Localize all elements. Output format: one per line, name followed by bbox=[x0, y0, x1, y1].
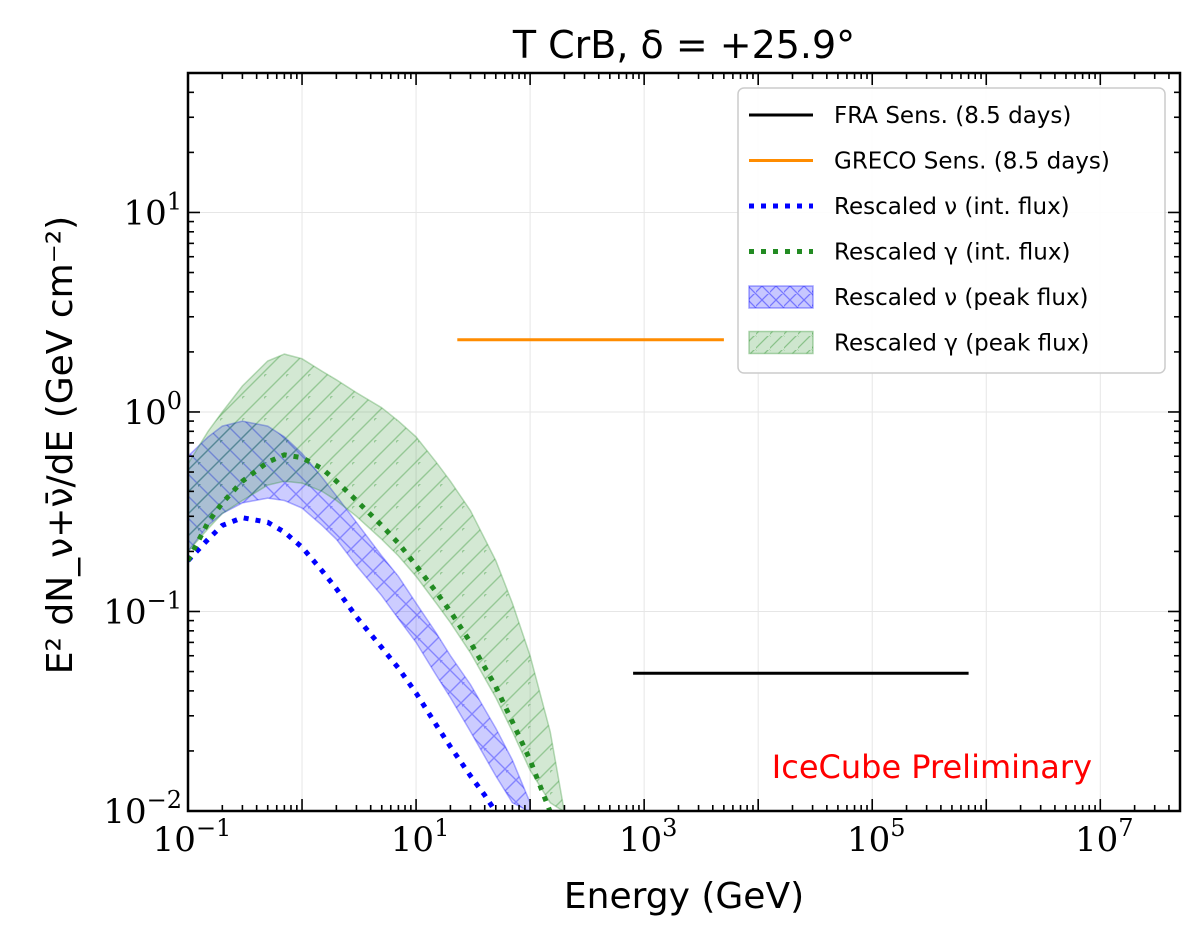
legend-box bbox=[737, 87, 1166, 374]
legend-item-rescaled-int-flux: Rescaled γ (int. flux) bbox=[749, 240, 1070, 266]
legend-swatch-hatch bbox=[749, 286, 813, 308]
x-tick-label: 10−1 bbox=[153, 814, 232, 860]
y-tick-label: 100 bbox=[123, 387, 182, 433]
legend-label: FRA Sens. (8.5 days) bbox=[834, 103, 1071, 129]
series-rescaled-int-flux bbox=[188, 452, 553, 811]
legend-item-rescaled-int-flux: Rescaled ν (int. flux) bbox=[749, 194, 1070, 220]
plot-frame bbox=[186, 71, 1182, 813]
x-axis-label: Energy (GeV) bbox=[564, 876, 804, 917]
y-axis-label: E² dN_ν+ν̄/dE (GeV cm⁻²) bbox=[40, 216, 81, 674]
legend-label: Rescaled ν (int. flux) bbox=[834, 194, 1070, 220]
y-tick-labels: 10−2 10−1 100 101 bbox=[103, 187, 182, 832]
x-tick-label: 107 bbox=[1075, 814, 1134, 860]
band-hatch-rescaled-peak-flux bbox=[188, 354, 565, 811]
y-tick-label: 10−2 bbox=[103, 786, 182, 832]
legend-item-rescaled-peak-flux: Rescaled ν (peak flux) bbox=[748, 285, 1089, 311]
x-tick-label: 105 bbox=[847, 814, 906, 860]
legend-label: Rescaled γ (int. flux) bbox=[834, 240, 1070, 266]
x-tick-labels: 10−1 101 103 105 107 bbox=[153, 814, 1134, 860]
legend-label: Rescaled γ (peak flux) bbox=[834, 331, 1089, 357]
legend: FRA Sens. (8.5 days) GRECO Sens. (8.5 day… bbox=[737, 87, 1166, 374]
legend-label: GRECO Sens. (8.5 days) bbox=[834, 149, 1110, 175]
chart-title: T CrB, δ = +25.9° bbox=[512, 23, 855, 67]
icecube-preliminary-label: IceCube Preliminary bbox=[772, 748, 1092, 786]
legend-item-rescaled-peak-flux: Rescaled γ (peak flux) bbox=[748, 331, 1089, 357]
legend-label: Rescaled ν (peak flux) bbox=[834, 285, 1089, 311]
x-tick-label: 103 bbox=[619, 814, 678, 860]
plot-area bbox=[188, 338, 969, 811]
legend-item-fra-sens-8-5-days: FRA Sens. (8.5 days) bbox=[749, 103, 1071, 129]
y-tick-label: 10−1 bbox=[103, 586, 182, 632]
legend-swatch-hatch bbox=[749, 331, 813, 354]
x-tick-label: 101 bbox=[391, 814, 450, 860]
legend-item-greco-sens-8-5-days: GRECO Sens. (8.5 days) bbox=[749, 149, 1110, 175]
y-tick-label: 101 bbox=[123, 187, 182, 233]
